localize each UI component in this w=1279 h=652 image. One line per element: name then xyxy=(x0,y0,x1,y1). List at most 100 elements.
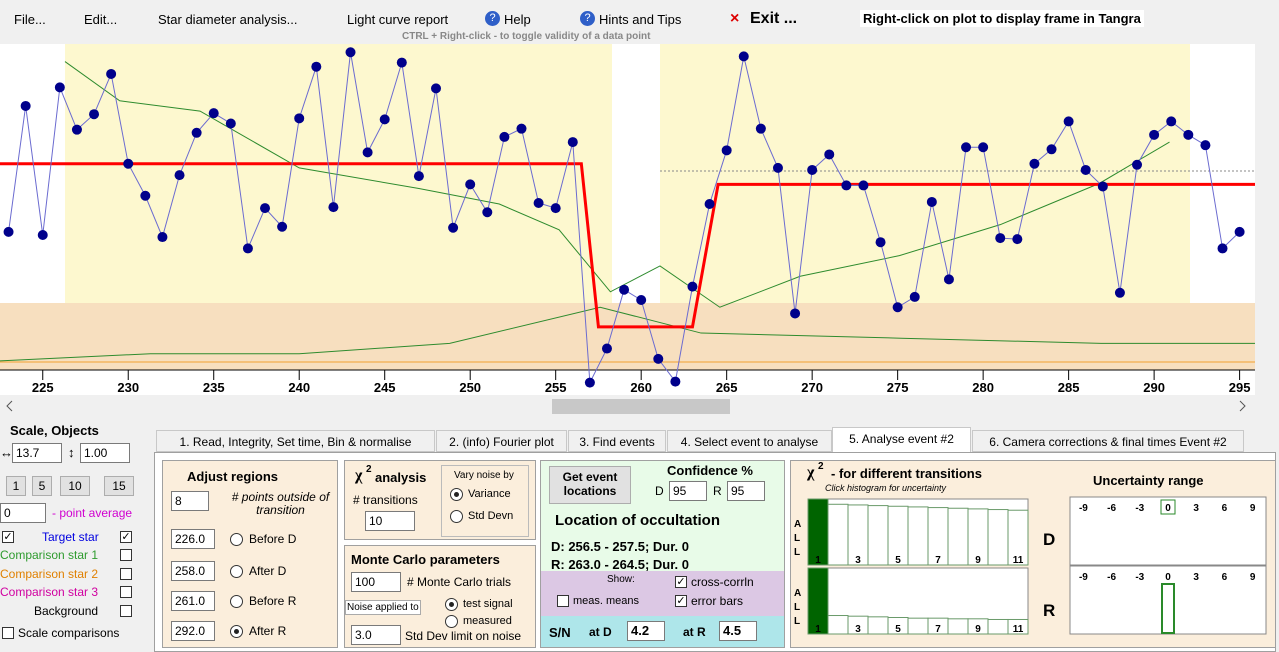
data-point xyxy=(174,170,185,181)
menu[interactable]: Light curve report xyxy=(347,12,449,27)
title: analysis xyxy=(375,470,427,485)
checkbox[interactable] xyxy=(2,627,14,639)
hist-label: 7 xyxy=(935,624,941,635)
input[interactable]: 261.0 xyxy=(171,591,215,611)
input[interactable]: 292.0 xyxy=(171,621,215,641)
checkbox[interactable] xyxy=(120,568,132,580)
menu[interactable]: File... xyxy=(14,12,46,27)
input[interactable]: 1.00 xyxy=(80,443,130,463)
data-point xyxy=(978,142,989,153)
uncert-tick: -6 xyxy=(1107,572,1116,583)
menu[interactable]: Star diameter analysis... xyxy=(158,12,298,27)
data-point xyxy=(191,127,202,138)
data-point xyxy=(277,221,288,232)
sup: 2 xyxy=(818,461,824,472)
label: # Monte Carlo trials xyxy=(407,575,512,589)
uncert-tick: -3 xyxy=(1135,503,1144,514)
radio[interactable] xyxy=(445,615,458,628)
data-point xyxy=(413,171,424,182)
tab[interactable]: 2. (info) Fourier plot xyxy=(436,430,567,452)
data-point xyxy=(123,158,134,169)
hist-axis: A xyxy=(794,588,801,599)
input[interactable]: 8 xyxy=(171,491,209,511)
band xyxy=(0,303,1255,370)
radio[interactable] xyxy=(450,488,463,501)
hint: CTRL + Right-click - to toggle validity … xyxy=(402,31,651,42)
tab[interactable]: 3. Find events xyxy=(568,430,666,452)
checkbox[interactable]: ✓ xyxy=(120,531,132,543)
radio[interactable] xyxy=(445,598,458,611)
scroll-left[interactable] xyxy=(6,400,13,412)
checkbox[interactable]: ✓ xyxy=(675,595,687,607)
icon: ↕ xyxy=(68,445,75,460)
plot[interactable]: 225 230 235 240 245 250 255 260 265 270 275 280 285 2… xyxy=(0,0,1279,418)
x-tick-label: 245 xyxy=(374,380,396,395)
label: Noise applied to xyxy=(345,600,421,615)
dropdown[interactable]: 0 xyxy=(0,503,46,523)
tab[interactable]: 1. Read, Integrity, Set time, Bin & norm… xyxy=(156,430,435,452)
chi: χ xyxy=(807,464,815,481)
data-point xyxy=(619,284,630,295)
data-point xyxy=(755,123,766,134)
data-point xyxy=(157,232,168,243)
radio[interactable] xyxy=(450,510,463,523)
hist-label: 1 xyxy=(815,624,821,635)
data-point xyxy=(208,108,219,119)
region xyxy=(660,44,1190,303)
checkbox[interactable]: ✓ xyxy=(675,576,687,588)
menu[interactable]: Edit... xyxy=(84,12,118,27)
data-point xyxy=(1114,287,1125,298)
uncert-tick: -6 xyxy=(1107,503,1116,514)
hist-label: 11 xyxy=(1013,555,1024,566)
data-point xyxy=(533,197,544,208)
checkbox[interactable] xyxy=(120,605,132,617)
x-tick-label: 240 xyxy=(288,380,310,395)
hist-label: 5 xyxy=(895,624,901,635)
title: Monte Carlo parameters xyxy=(351,552,500,567)
menu[interactable]: Exit ... xyxy=(750,10,798,27)
checkbox[interactable] xyxy=(120,549,132,561)
button[interactable]: 5 xyxy=(32,476,52,496)
hist-bar xyxy=(947,618,969,635)
x-tick-label: 280 xyxy=(972,380,994,395)
radio[interactable] xyxy=(230,625,243,638)
input[interactable]: 95 xyxy=(669,481,707,501)
input[interactable]: 226.0 xyxy=(171,529,215,549)
radio[interactable] xyxy=(230,533,243,546)
data-point xyxy=(1200,140,1211,151)
button[interactable]: Get event locations xyxy=(549,466,631,504)
button[interactable]: 1 xyxy=(6,476,26,496)
input[interactable]: 10 xyxy=(365,511,415,531)
data-point xyxy=(1183,129,1194,140)
data-point xyxy=(961,142,972,153)
label: Before D xyxy=(249,532,297,546)
scroll-thumb[interactable] xyxy=(552,399,730,414)
data-point xyxy=(858,180,869,191)
checkbox[interactable] xyxy=(120,586,132,598)
menu[interactable]: Hints and Tips xyxy=(599,12,682,27)
radio[interactable] xyxy=(230,565,243,578)
data-point xyxy=(260,203,271,214)
radio[interactable] xyxy=(230,595,243,608)
data-point xyxy=(482,207,493,218)
button[interactable]: 15 xyxy=(104,476,134,496)
notice: Right-click on plot to display frame in … xyxy=(860,10,1144,27)
uncert-bar xyxy=(1161,583,1175,634)
checkbox[interactable] xyxy=(557,595,569,607)
menu[interactable]: Help xyxy=(504,12,531,27)
data-point xyxy=(54,82,65,93)
tab-active[interactable]: 5. Analyse event #2 xyxy=(832,427,971,453)
scroll-right[interactable] xyxy=(1239,400,1246,412)
input[interactable]: 13.7 xyxy=(12,443,62,463)
button[interactable]: 10 xyxy=(60,476,90,496)
checkbox[interactable]: ✓ xyxy=(2,531,14,543)
data-point xyxy=(601,343,612,354)
tab[interactable]: 4. Select event to analyse xyxy=(667,430,832,452)
input[interactable]: 95 xyxy=(727,481,765,501)
tab[interactable]: 6. Camera corrections & final times Even… xyxy=(972,430,1244,452)
input[interactable]: 3.0 xyxy=(351,625,401,645)
data-point xyxy=(294,113,305,124)
input[interactable]: 258.0 xyxy=(171,561,215,581)
input[interactable]: 100 xyxy=(351,572,401,592)
